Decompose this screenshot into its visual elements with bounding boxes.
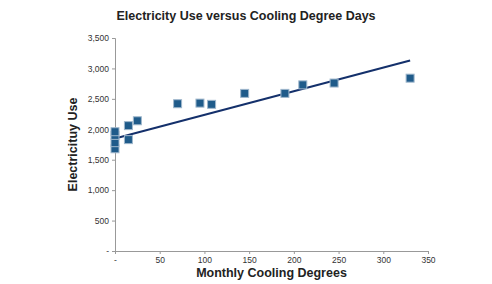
y-tick: -: [106, 246, 115, 256]
x-tick: 350: [421, 251, 435, 265]
x-tick-label: 300: [377, 255, 391, 265]
x-axis-line: [116, 252, 429, 255]
plot-area: [111, 61, 414, 153]
x-tick-mark: [428, 251, 429, 254]
y-tick-mark: [112, 251, 115, 252]
y-tick: 500: [95, 216, 115, 226]
y-axis-title: Electricituy Use: [66, 98, 80, 192]
data-point: [241, 89, 249, 97]
y-tick: 1,500: [88, 155, 115, 165]
y-tick-mark: [112, 221, 115, 222]
chart: Electricity Use versus Cooling Degree Da…: [0, 0, 492, 284]
y-tick-label: 1,500: [88, 155, 110, 165]
x-tick: 100: [198, 251, 212, 265]
data-point: [111, 128, 119, 136]
x-tick-mark: [204, 251, 205, 254]
x-tick-label: 50: [155, 255, 165, 265]
y-tick-mark: [112, 68, 115, 69]
y-tick-label: 2,000: [88, 125, 110, 135]
y-tick: 3,000: [88, 64, 115, 74]
x-tick: -: [114, 251, 117, 265]
x-tick-mark: [294, 251, 295, 254]
y-tick-mark: [112, 160, 115, 161]
data-point: [330, 79, 338, 87]
data-point: [111, 139, 119, 147]
x-tick-label: 250: [332, 255, 346, 265]
y-tick-label: 2,500: [88, 94, 110, 104]
x-tick: 250: [332, 251, 346, 265]
x-tick: 50: [155, 251, 165, 265]
y-tick-mark: [112, 190, 115, 191]
y-tick: 3,500: [88, 33, 115, 43]
x-tick: 150: [243, 251, 257, 265]
x-tick: 200: [287, 251, 301, 265]
x-tick-mark: [160, 251, 161, 254]
data-point: [299, 81, 307, 89]
y-tick-label: -: [106, 246, 109, 256]
data-point: [208, 100, 216, 108]
y-tick: 2,500: [88, 94, 115, 104]
y-tick-mark: [112, 99, 115, 100]
data-point: [406, 74, 414, 82]
x-tick: 300: [377, 251, 391, 265]
y-tick-mark: [112, 38, 115, 39]
y-tick-label: 3,500: [88, 33, 110, 43]
data-point: [281, 89, 289, 97]
x-tick-mark: [383, 251, 384, 254]
data-point: [133, 117, 141, 125]
x-tick-label: 200: [287, 255, 301, 265]
data-point: [196, 99, 204, 107]
chart-title: Electricity Use versus Cooling Degree Da…: [116, 9, 375, 23]
y-tick-label: 1,000: [88, 185, 110, 195]
data-point: [124, 122, 132, 130]
y-tick-label: 3,000: [88, 64, 110, 74]
y-tick-label: 500: [95, 216, 109, 226]
trend-line: [115, 61, 410, 139]
x-tick-label: 150: [243, 255, 257, 265]
x-tick-label: 100: [198, 255, 212, 265]
x-tick-label: 350: [421, 255, 435, 265]
data-point: [174, 100, 182, 108]
x-tick-mark: [339, 251, 340, 254]
x-axis: - 50 100 150 200 250 300 350: [114, 251, 436, 265]
x-axis-title: Monthly Cooling Degrees: [196, 266, 347, 280]
x-tick-label: -: [114, 255, 117, 265]
x-tick-mark: [249, 251, 250, 254]
data-point: [124, 136, 132, 144]
y-tick: 1,000: [88, 185, 115, 195]
